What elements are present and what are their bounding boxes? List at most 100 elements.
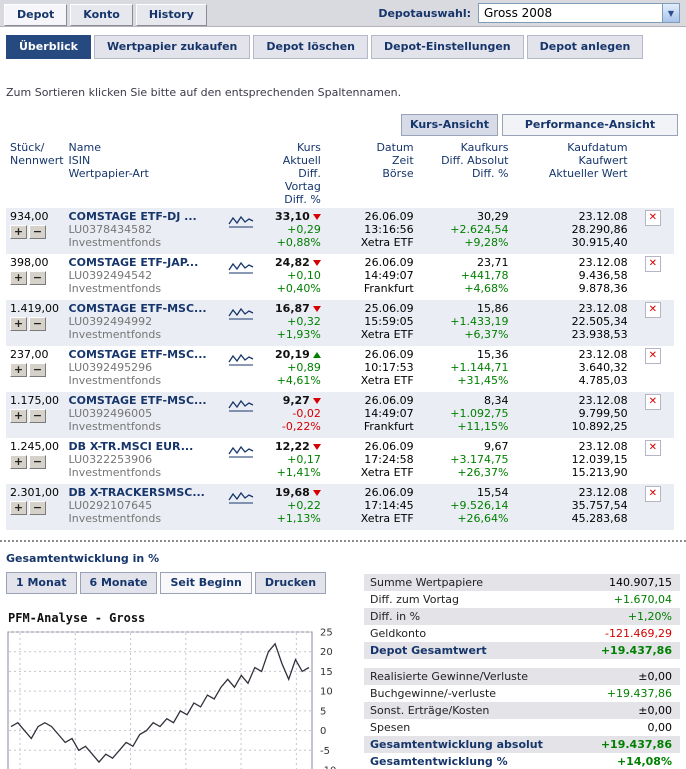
current-price: 9,27 <box>262 394 321 407</box>
summary-row: Gesamtentwicklung % +14,08% <box>364 753 680 769</box>
subtab-ueberblick[interactable]: Überblick <box>6 35 91 59</box>
buy-more-button[interactable]: + <box>10 501 27 515</box>
sparkline-chart-icon[interactable] <box>228 352 254 367</box>
security-name[interactable]: COMSTAGE ETF-MSC... <box>68 348 207 361</box>
security-type: Investmentfonds <box>68 328 162 341</box>
security-type: Investmentfonds <box>68 512 162 525</box>
view-toggle: Kurs-Ansicht Performance-Ansicht <box>0 114 678 136</box>
delete-position-button[interactable]: ✕ <box>644 440 661 456</box>
col-header-stueck[interactable]: Stück/Nennwert <box>10 141 64 167</box>
exchange: Frankfurt <box>363 420 414 433</box>
period-buttons: 1 Monat 6 Monate Seit Beginn Drucken <box>6 572 358 594</box>
buy-price: 15,86 <box>477 302 509 315</box>
sparkline-chart-icon[interactable] <box>228 214 254 229</box>
sell-button[interactable]: − <box>29 225 46 239</box>
sparkline-chart-icon[interactable] <box>228 398 254 413</box>
tick-down-icon <box>312 260 321 266</box>
dotted-separator <box>0 540 686 542</box>
buy-more-button[interactable]: + <box>10 317 27 331</box>
sparkline-chart-icon[interactable] <box>228 444 254 459</box>
exchange: Xetra ETF <box>360 466 414 479</box>
period-seit-beginn-button[interactable]: Seit Beginn <box>160 572 252 594</box>
col-header-kaufkurs[interactable]: Kaufkurs Diff. Absolut Diff. % <box>441 141 509 180</box>
buy-value: 35.757,54 <box>571 499 628 512</box>
tick-up-icon <box>312 352 321 358</box>
position-row: 398,00 + − COMSTAGE ETF-JAP... LU0392494542 I… <box>6 254 674 300</box>
sell-button[interactable]: − <box>29 455 46 469</box>
security-name[interactable]: COMSTAGE ETF-MSC... <box>68 302 207 315</box>
summary-label: Summe Wertpapiere <box>370 576 484 589</box>
buy-more-button[interactable]: + <box>10 455 27 469</box>
col-header-kaufdatum[interactable]: Kaufdatum Kaufwert Aktueller Wert <box>548 141 628 180</box>
position-row: 1.419,00 + − COMSTAGE ETF-MSC... LU039249499… <box>6 300 674 346</box>
chevron-down-icon[interactable]: ▼ <box>662 4 679 22</box>
tab-depot[interactable]: Depot <box>4 4 68 26</box>
delete-position-button[interactable]: ✕ <box>644 394 661 410</box>
subtab-depot-loeschen[interactable]: Depot löschen <box>253 35 369 59</box>
summary-value: +19.437,86 <box>606 687 672 700</box>
sell-button[interactable]: − <box>29 409 46 423</box>
quote-date: 25.06.09 <box>364 302 414 315</box>
security-isin: LU0392494542 <box>68 269 153 282</box>
sparkline-chart-icon[interactable] <box>228 260 254 275</box>
depot-select-label: Depotauswahl: <box>378 6 471 20</box>
buy-more-button[interactable]: + <box>10 225 27 239</box>
buy-date: 23.12.08 <box>578 440 628 453</box>
performance-ansicht-button[interactable]: Performance-Ansicht <box>502 114 678 136</box>
security-name[interactable]: COMSTAGE ETF-MSC... <box>68 394 207 407</box>
subtab-wertpapier-zukaufen[interactable]: Wertpapier zukaufen <box>93 35 251 59</box>
delete-position-button[interactable]: ✕ <box>644 486 661 502</box>
diff-vortag-pct: +0,40% <box>276 282 321 295</box>
security-name[interactable]: DB X-TRACKERSMSC... <box>68 486 205 499</box>
summary-value: -121.469,29 <box>605 627 672 640</box>
sell-button[interactable]: − <box>29 363 46 377</box>
summary-value: +14,08% <box>616 755 672 768</box>
buy-price: 8,34 <box>484 394 509 407</box>
tab-history[interactable]: History <box>135 4 207 26</box>
depot-select[interactable]: Gross 2008 ▼ <box>478 3 680 23</box>
kurs-ansicht-button[interactable]: Kurs-Ansicht <box>401 114 498 136</box>
col-header-kurs[interactable]: Kurs Aktuell Diff. Vortag Diff. % <box>282 141 321 206</box>
period-1-monat-button[interactable]: 1 Monat <box>6 572 77 594</box>
col-header-datum[interactable]: Datum Zeit Börse <box>376 141 414 180</box>
sparkline-chart-icon[interactable] <box>228 306 254 321</box>
security-name[interactable]: COMSTAGE ETF-JAP... <box>68 256 199 269</box>
depot-select-value: Gross 2008 <box>484 6 553 20</box>
buy-more-button[interactable]: + <box>10 271 27 285</box>
delete-position-button[interactable]: ✕ <box>644 256 661 272</box>
diff-vortag: -0,02 <box>292 407 321 420</box>
diff-absolut: +441,78 <box>460 269 509 282</box>
current-value: 15.213,90 <box>571 466 628 479</box>
current-price: 16,87 <box>262 302 321 315</box>
buy-more-button[interactable]: + <box>10 363 27 377</box>
buy-price: 9,67 <box>484 440 509 453</box>
current-value: 9.878,36 <box>578 282 628 295</box>
sell-button[interactable]: − <box>29 271 46 285</box>
buy-more-button[interactable]: + <box>10 409 27 423</box>
drucken-button[interactable]: Drucken <box>254 572 327 594</box>
tab-konto[interactable]: Konto <box>70 4 133 26</box>
security-name[interactable]: COMSTAGE ETF-DJ ... <box>68 210 197 223</box>
sell-button[interactable]: − <box>29 317 46 331</box>
subtab-depot-einstellungen[interactable]: Depot-Einstellungen <box>371 35 524 59</box>
delete-position-button[interactable]: ✕ <box>644 210 661 226</box>
performance-line-series <box>10 642 310 764</box>
delete-position-button[interactable]: ✕ <box>644 302 661 318</box>
current-price: 33,10 <box>262 210 321 223</box>
col-header-name[interactable]: Name ISIN Wertpapier-Art <box>68 141 149 180</box>
quote-time: 13:16:56 <box>364 223 414 236</box>
tick-down-icon <box>312 306 321 312</box>
sparkline-chart-icon[interactable] <box>228 490 254 505</box>
summary-row: Summe Wertpapiere 140.907,15 <box>364 574 680 591</box>
subtab-depot-anlegen[interactable]: Depot anlegen <box>526 35 644 59</box>
quote-date: 26.06.09 <box>364 486 414 499</box>
current-value: 45.283,68 <box>571 512 628 525</box>
diff-vortag: +0,32 <box>287 315 321 328</box>
diff-vortag: +0,29 <box>287 223 321 236</box>
security-name[interactable]: DB X-TR.MSCI EUR... <box>68 440 194 453</box>
period-6-monate-button[interactable]: 6 Monate <box>79 572 158 594</box>
delete-position-button[interactable]: ✕ <box>644 348 661 364</box>
sell-button[interactable]: − <box>29 501 46 515</box>
quote-time: 14:49:07 <box>364 407 414 420</box>
summary-label: Gesamtentwicklung % <box>370 755 508 768</box>
